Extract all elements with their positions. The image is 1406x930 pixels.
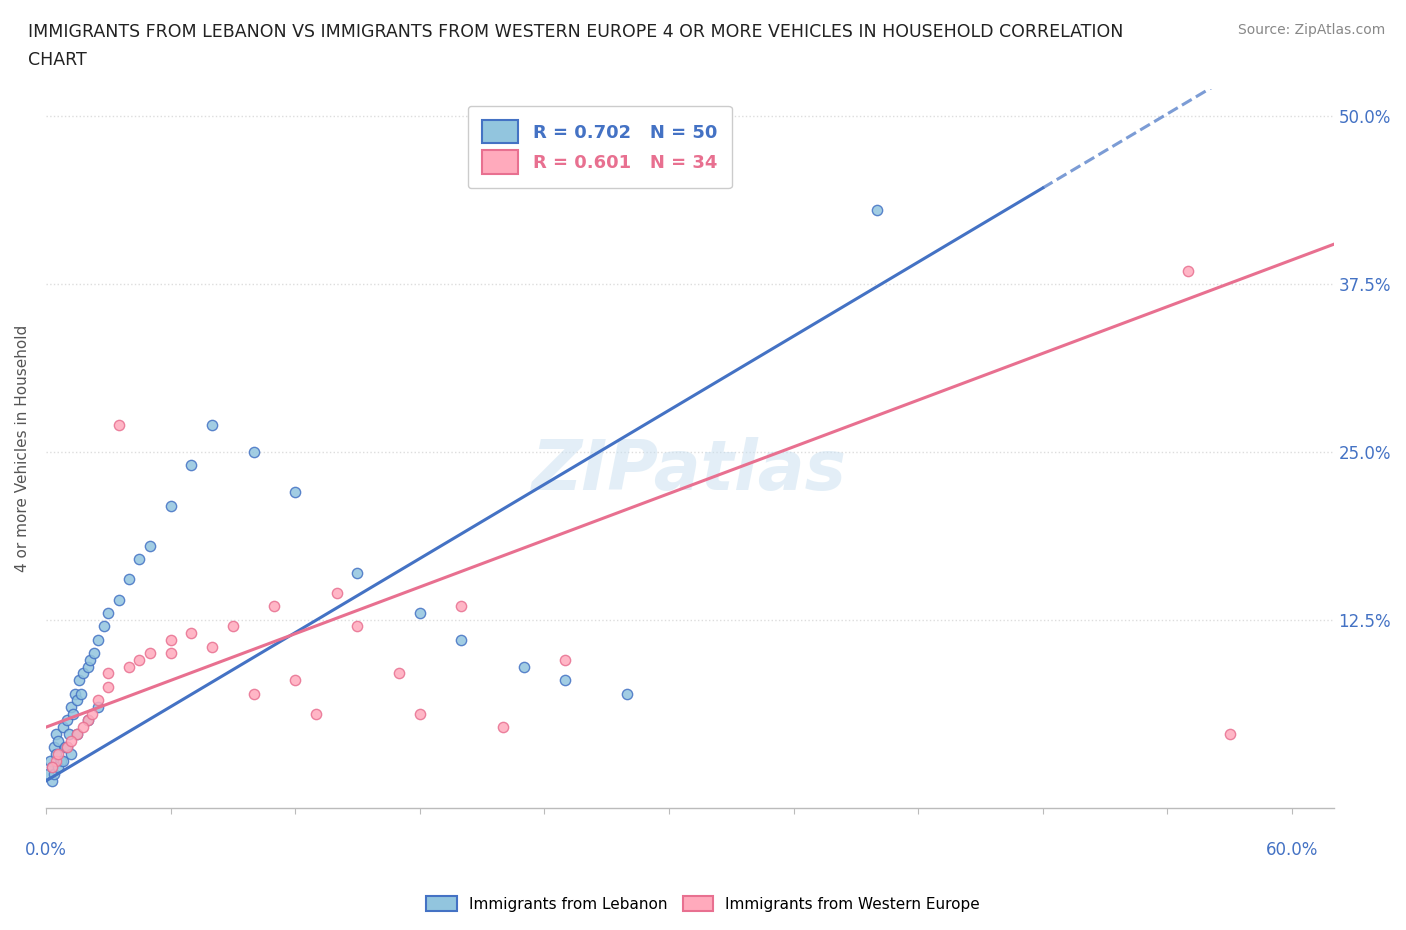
Point — [49, 753, 72, 768]
Point — [72, 666, 94, 681]
Point — [107, 418, 129, 432]
Point — [45, 747, 67, 762]
Point — [159, 498, 181, 513]
Point — [139, 538, 162, 553]
Text: 60.0%: 60.0% — [1265, 842, 1319, 859]
Point — [512, 659, 534, 674]
Point — [39, 753, 62, 768]
Point — [263, 599, 285, 614]
Point — [52, 720, 75, 735]
Point — [87, 632, 110, 647]
Point — [66, 693, 89, 708]
Point — [52, 753, 75, 768]
Point — [48, 733, 70, 748]
Point — [346, 619, 368, 634]
Point — [83, 646, 105, 661]
Legend: R = 0.702   N = 50, R = 0.601   N = 34: R = 0.702 N = 50, R = 0.601 N = 34 — [468, 106, 731, 188]
Point — [70, 686, 93, 701]
Text: ZIPatlas: ZIPatlas — [533, 436, 848, 504]
Point — [159, 646, 181, 661]
Point — [180, 458, 202, 472]
Point — [450, 599, 472, 614]
Point — [242, 686, 264, 701]
Point — [97, 666, 120, 681]
Point — [55, 740, 77, 755]
Point — [44, 766, 66, 781]
Point — [80, 706, 103, 721]
Text: IMMIGRANTS FROM LEBANON VS IMMIGRANTS FROM WESTERN EUROPE 4 OR MORE VEHICLES IN : IMMIGRANTS FROM LEBANON VS IMMIGRANTS FR… — [28, 23, 1123, 41]
Point — [87, 699, 110, 714]
Point — [305, 706, 328, 721]
Point — [128, 551, 150, 566]
Point — [450, 632, 472, 647]
Point — [107, 592, 129, 607]
Point — [63, 686, 86, 701]
Point — [41, 774, 63, 789]
Point — [37, 766, 59, 781]
Point — [409, 605, 432, 620]
Point — [866, 203, 889, 218]
Point — [284, 485, 307, 499]
Point — [55, 740, 77, 755]
Point — [492, 720, 515, 735]
Point — [53, 740, 76, 755]
Point — [180, 626, 202, 641]
Point — [87, 693, 110, 708]
Point — [48, 760, 70, 775]
Point — [1219, 726, 1241, 741]
Point — [159, 632, 181, 647]
Point — [45, 726, 67, 741]
Point — [346, 565, 368, 580]
Text: Source: ZipAtlas.com: Source: ZipAtlas.com — [1237, 23, 1385, 37]
Point — [242, 445, 264, 459]
Point — [97, 680, 120, 695]
Y-axis label: 4 or more Vehicles in Household: 4 or more Vehicles in Household — [15, 325, 30, 572]
Point — [93, 619, 115, 634]
Point — [48, 747, 70, 762]
Point — [554, 672, 576, 687]
Point — [388, 666, 411, 681]
Legend: Immigrants from Lebanon, Immigrants from Western Europe: Immigrants from Lebanon, Immigrants from… — [420, 889, 986, 918]
Point — [201, 639, 224, 654]
Point — [139, 646, 162, 661]
Point — [1177, 263, 1199, 278]
Point — [201, 418, 224, 432]
Point — [59, 733, 82, 748]
Point — [41, 760, 63, 775]
Point — [62, 706, 84, 721]
Point — [59, 747, 82, 762]
Point — [72, 720, 94, 735]
Point — [616, 686, 638, 701]
Point — [118, 572, 141, 587]
Point — [76, 713, 98, 728]
Point — [325, 586, 347, 601]
Point — [44, 740, 66, 755]
Point — [118, 659, 141, 674]
Point — [79, 653, 101, 668]
Point — [284, 672, 307, 687]
Point — [66, 726, 89, 741]
Point — [97, 605, 120, 620]
Point — [554, 653, 576, 668]
Point — [76, 713, 98, 728]
Point — [67, 672, 90, 687]
Point — [59, 699, 82, 714]
Point — [76, 659, 98, 674]
Point — [222, 619, 245, 634]
Point — [128, 653, 150, 668]
Point — [58, 726, 80, 741]
Text: 0.0%: 0.0% — [25, 842, 67, 859]
Point — [66, 726, 89, 741]
Text: CHART: CHART — [28, 51, 87, 69]
Point — [45, 753, 67, 768]
Point — [409, 706, 432, 721]
Point — [41, 760, 63, 775]
Point — [55, 713, 77, 728]
